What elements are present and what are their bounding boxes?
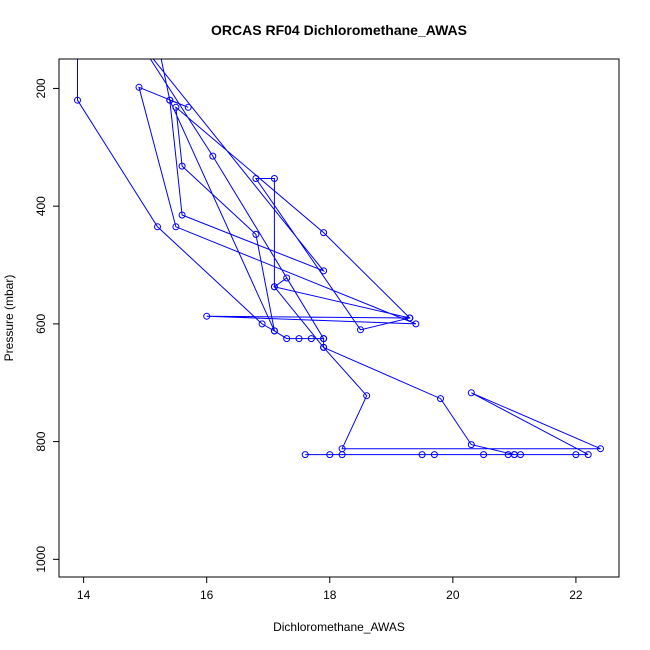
y-axis-label: Pressure (mbar): [2, 275, 16, 362]
data-point: [597, 445, 604, 453]
data-point: [252, 230, 260, 238]
data-point: [74, 96, 81, 104]
data-point: [406, 314, 414, 322]
y-axis: 200 400 600 800 1000: [34, 78, 60, 573]
data-point: [480, 451, 488, 459]
data-point: [270, 175, 278, 182]
x-tick-label: 18: [323, 588, 337, 602]
data-point: [430, 451, 438, 459]
data-point: [75, 38, 81, 44]
data-point: [252, 175, 260, 182]
data-point: [135, 83, 143, 91]
data-point: [326, 451, 334, 459]
x-tick-label: 20: [446, 588, 460, 602]
y-tick-label: 1000: [34, 546, 48, 573]
data-point: [136, 38, 142, 44]
data-point: [320, 229, 328, 237]
data-point: [178, 211, 186, 219]
data-point: [179, 38, 185, 44]
data-point: [467, 441, 475, 449]
data-point: [437, 395, 444, 403]
data-point: [418, 451, 426, 459]
y-tick-label: 400: [34, 196, 48, 216]
y-tick-label: 800: [34, 431, 48, 451]
data-point: [320, 343, 328, 351]
data-point: [357, 326, 364, 334]
plot-frame: [58, 58, 620, 578]
data-point: [467, 389, 475, 397]
data-point: [154, 223, 161, 231]
data-point: [320, 335, 328, 343]
chart-title: ORCAS RF04 Dichloromethane_AWAS: [211, 22, 467, 38]
data-point: [178, 162, 186, 170]
data-layer: [74, 38, 604, 459]
data-point: [258, 320, 266, 328]
y-tick-label: 600: [34, 314, 48, 334]
data-point: [172, 223, 180, 231]
data-point: [283, 335, 291, 343]
data-point: [510, 451, 518, 459]
data-point: [363, 392, 371, 400]
x-tick-label: 16: [200, 588, 214, 602]
data-point: [184, 103, 192, 111]
data-point: [412, 320, 420, 328]
data-point: [172, 103, 180, 111]
data-point: [283, 274, 291, 282]
data-point: [203, 312, 211, 320]
series-line: [77, 59, 601, 456]
data-point: [320, 267, 328, 275]
y-tick-label: 200: [34, 78, 48, 98]
x-axis: 14 16 18 20 22: [77, 576, 583, 602]
data-point: [572, 451, 580, 459]
x-axis-label: Dichloromethane_AWAS: [273, 620, 405, 634]
data-point: [295, 335, 303, 343]
data-point: [270, 327, 278, 335]
x-tick-label: 14: [77, 588, 91, 602]
data-point: [155, 38, 161, 44]
x-tick-label: 22: [569, 588, 583, 602]
data-point: [209, 152, 217, 160]
data-point: [307, 335, 315, 343]
data-point: [166, 96, 174, 104]
data-point: [270, 283, 278, 291]
data-point: [584, 451, 592, 459]
data-point: [338, 451, 346, 459]
data-point: [301, 451, 309, 459]
